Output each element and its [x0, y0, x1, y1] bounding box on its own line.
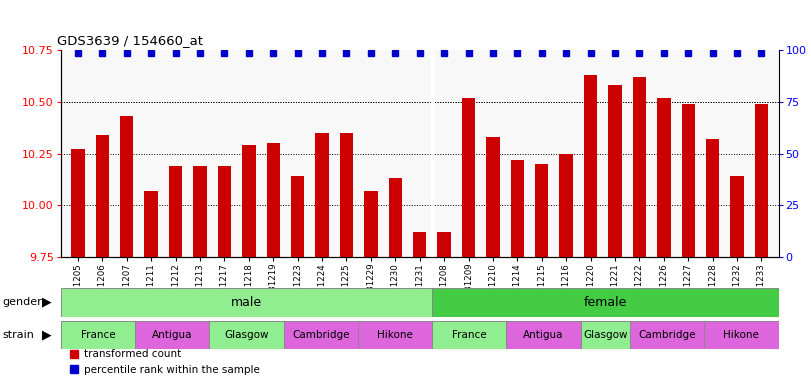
Bar	[560, 154, 573, 257]
Bar	[61, 288, 432, 317]
Bar	[144, 191, 158, 257]
Bar	[731, 176, 744, 257]
Legend: transformed count, percentile rank within the sample: transformed count, percentile rank withi…	[66, 345, 264, 379]
Text: France: France	[452, 330, 487, 340]
Text: Glasgow: Glasgow	[583, 330, 628, 340]
Bar	[315, 133, 328, 257]
Text: strain: strain	[2, 330, 34, 340]
Bar	[630, 321, 704, 349]
Bar	[437, 232, 451, 257]
Bar	[291, 176, 304, 257]
Text: Glasgow: Glasgow	[224, 330, 268, 340]
Bar	[706, 139, 719, 257]
Bar	[71, 149, 84, 257]
Bar	[704, 321, 779, 349]
Bar	[388, 179, 402, 257]
Bar	[209, 321, 284, 349]
Text: ▶: ▶	[42, 296, 52, 309]
Bar	[358, 321, 432, 349]
Text: Antigua: Antigua	[523, 330, 564, 340]
Bar	[511, 160, 524, 257]
Bar	[755, 104, 768, 257]
Bar	[284, 321, 358, 349]
Text: GDS3639 / 154660_at: GDS3639 / 154660_at	[58, 34, 204, 47]
Bar	[364, 191, 378, 257]
Bar	[487, 137, 500, 257]
Bar	[581, 321, 630, 349]
Bar	[506, 321, 581, 349]
Text: Cambridge: Cambridge	[292, 330, 350, 340]
Bar	[135, 321, 209, 349]
Bar	[217, 166, 231, 257]
Bar	[432, 288, 779, 317]
Bar	[681, 104, 695, 257]
Text: Cambridge: Cambridge	[638, 330, 696, 340]
Bar	[413, 232, 427, 257]
Bar	[535, 164, 548, 257]
Bar	[61, 321, 135, 349]
Bar	[584, 75, 597, 257]
Bar	[608, 85, 622, 257]
Bar	[633, 77, 646, 257]
Bar	[242, 145, 255, 257]
Text: Antigua: Antigua	[152, 330, 192, 340]
Bar	[96, 135, 109, 257]
Text: gender: gender	[2, 297, 42, 307]
Bar	[267, 143, 280, 257]
Bar	[169, 166, 182, 257]
Text: ▶: ▶	[42, 328, 52, 341]
Bar	[120, 116, 134, 257]
Bar	[340, 133, 353, 257]
Bar	[432, 321, 506, 349]
Text: Hikone: Hikone	[723, 330, 759, 340]
Text: Hikone: Hikone	[377, 330, 413, 340]
Text: female: female	[584, 296, 627, 309]
Bar	[657, 98, 671, 257]
Text: France: France	[80, 330, 115, 340]
Text: male: male	[231, 296, 262, 309]
Bar	[461, 98, 475, 257]
Bar	[193, 166, 207, 257]
